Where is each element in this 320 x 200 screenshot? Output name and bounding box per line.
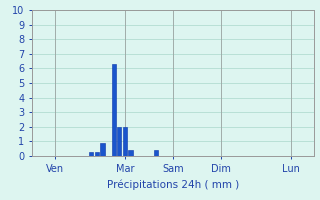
Bar [89, 152, 93, 156]
Bar [100, 143, 105, 156]
Bar [128, 150, 133, 156]
Bar [123, 127, 127, 156]
Bar [117, 127, 121, 156]
Bar [112, 64, 116, 156]
Bar [154, 150, 158, 156]
Bar [95, 152, 99, 156]
X-axis label: Précipitations 24h ( mm ): Précipitations 24h ( mm ) [107, 179, 239, 190]
